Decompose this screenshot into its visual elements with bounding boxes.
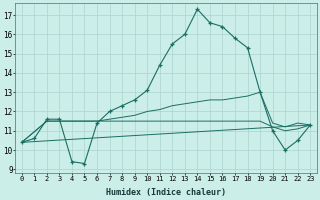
X-axis label: Humidex (Indice chaleur): Humidex (Indice chaleur) [106, 188, 226, 197]
